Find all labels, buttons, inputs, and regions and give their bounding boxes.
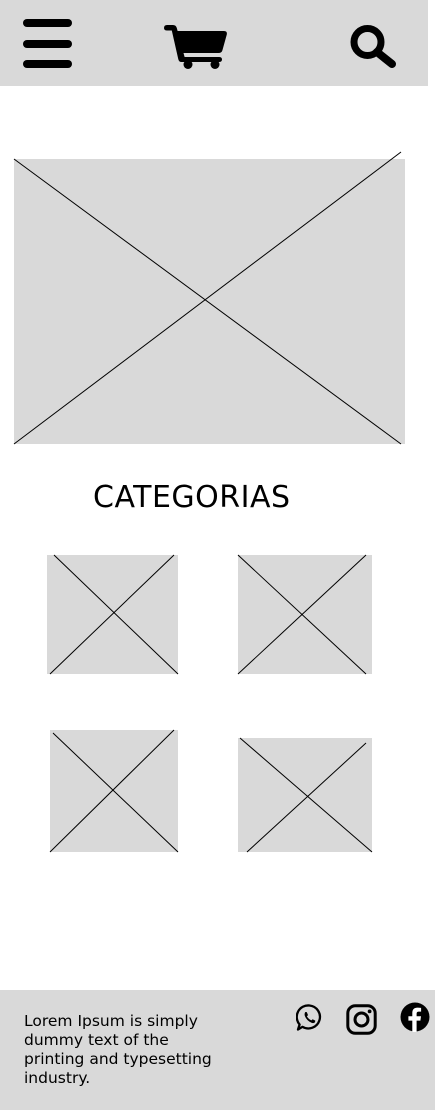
footer-text: Lorem Ipsum is simply dummy text of the … <box>24 1012 212 1087</box>
category-item-1[interactable] <box>47 554 179 675</box>
search-icon[interactable] <box>349 24 397 68</box>
cart-icon[interactable] <box>164 25 228 69</box>
facebook-icon[interactable] <box>400 1002 430 1032</box>
category-item-4[interactable] <box>238 737 373 853</box>
category-item-2[interactable] <box>237 554 372 675</box>
footer-bar <box>0 990 435 1110</box>
categories-title: CATEGORIAS <box>93 480 291 515</box>
whatsapp-icon[interactable] <box>295 1003 323 1033</box>
menu-icon[interactable] <box>22 19 73 69</box>
hero-image-placeholder <box>13 151 405 445</box>
category-item-3[interactable] <box>49 729 179 853</box>
instagram-icon[interactable] <box>346 1004 377 1035</box>
